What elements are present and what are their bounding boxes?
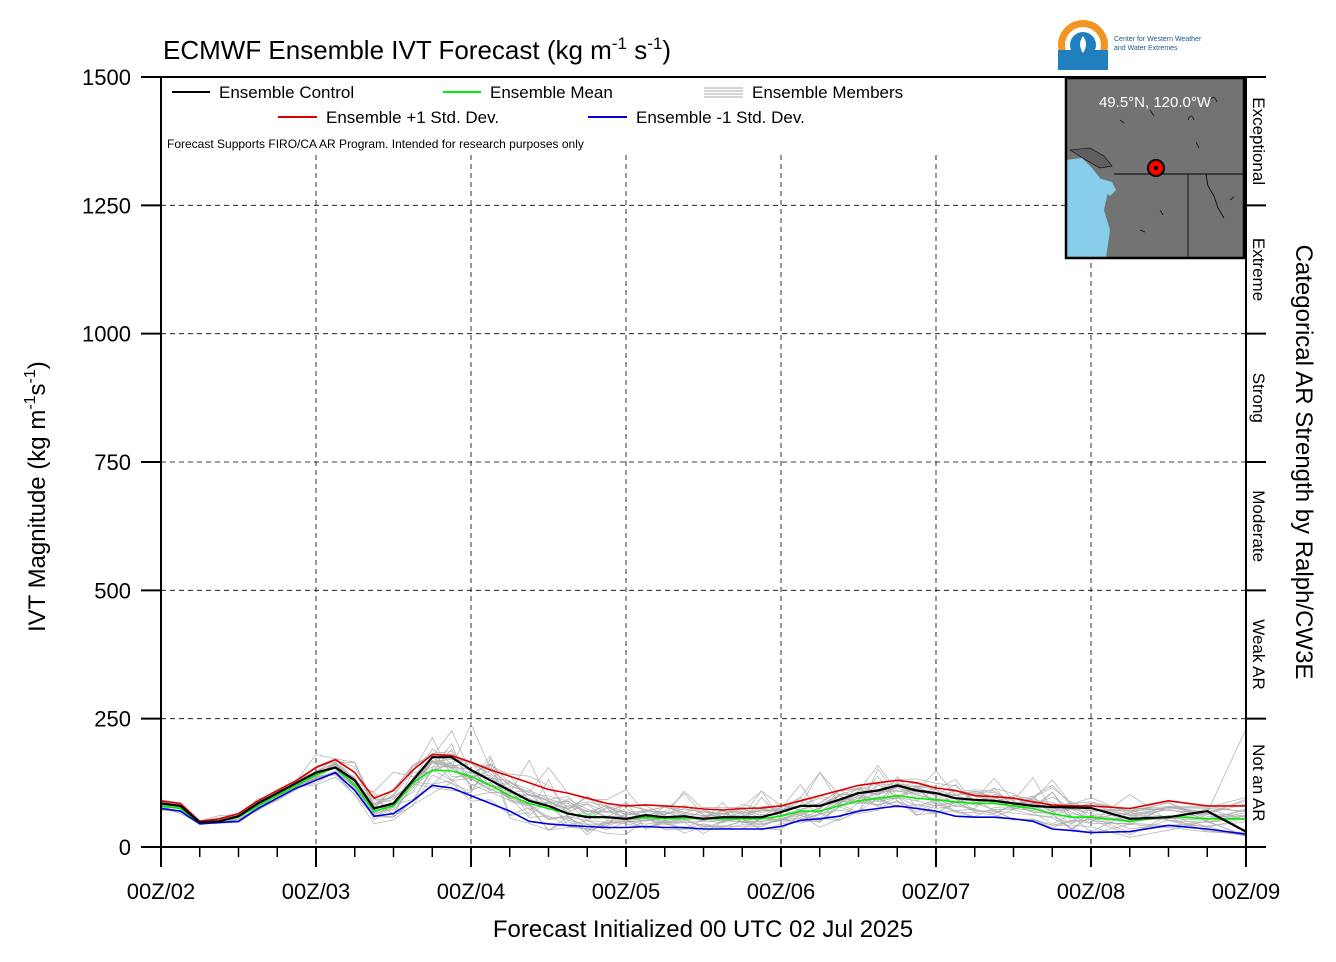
ar-category-axis: Not an AR Weak AR Moderate Strong Extreme Exc… bbox=[1246, 76, 1268, 848]
ensemble-member-line bbox=[160, 723, 1247, 822]
x-tick-label: 00Z/08 bbox=[1057, 879, 1126, 904]
legend: Ensemble Control Ensemble Mean Ensemble … bbox=[167, 83, 903, 151]
category-label: Moderate bbox=[1249, 490, 1268, 562]
legend-swatch-members bbox=[704, 87, 743, 98]
series-line-ensemble-1-std-dev bbox=[160, 771, 1247, 835]
series-lines bbox=[160, 753, 1247, 835]
grid-lines bbox=[161, 155, 1246, 847]
y-tick-label: 250 bbox=[94, 707, 131, 732]
y-tick-label: 750 bbox=[94, 450, 131, 475]
category-label: Strong bbox=[1249, 373, 1268, 423]
legend-label-minus-std: Ensemble -1 Std. Dev. bbox=[636, 108, 805, 127]
legend-label-mean: Ensemble Mean bbox=[490, 83, 613, 102]
x-tick-label: 00Z/04 bbox=[437, 879, 506, 904]
category-label: Weak AR bbox=[1249, 619, 1268, 690]
x-tick-label: 00Z/03 bbox=[282, 879, 351, 904]
y-tick-label: 1500 bbox=[82, 65, 131, 90]
cw3e-logo: Center for Western Weather and Water Ext… bbox=[1058, 20, 1202, 70]
logo-text-line1: Center for Western Weather bbox=[1114, 36, 1202, 43]
y-tick-label: 1250 bbox=[82, 193, 131, 218]
inset-location-label: 49.5°N, 120.0°W bbox=[1099, 94, 1212, 111]
inset-map: 49.5°N, 120.0°W bbox=[1064, 76, 1246, 260]
x-axis-label: Forecast Initialized 00 UTC 02 Jul 2025 bbox=[493, 916, 913, 943]
y-tick-label: 0 bbox=[119, 835, 131, 860]
logo-text-line2: and Water Extremes bbox=[1114, 45, 1178, 52]
x-tick-label: 00Z/06 bbox=[747, 879, 816, 904]
category-label: Exceptional bbox=[1249, 97, 1268, 185]
ensemble-members-lines bbox=[160, 723, 1247, 838]
y-tick-label: 500 bbox=[94, 578, 131, 603]
chart-title: ECMWF Ensemble IVT Forecast (kg m-1 s-1) bbox=[163, 34, 671, 65]
legend-label-members: Ensemble Members bbox=[752, 83, 903, 102]
legend-label-control: Ensemble Control bbox=[219, 83, 354, 102]
y-axis-ticks: 0 250 500 750 1000 1250 1500 bbox=[82, 65, 161, 860]
x-axis-ticks: 00Z/02 00Z/03 00Z/04 00Z/05 00Z/06 00Z/07 00Z/… bbox=[127, 847, 1281, 904]
y-axis-label: IVT Magnitude (kg m-1s-1) bbox=[22, 361, 51, 632]
x-tick-label: 00Z/05 bbox=[592, 879, 661, 904]
x-tick-label: 00Z/02 bbox=[127, 879, 196, 904]
ensemble-member-line bbox=[160, 748, 1247, 837]
inset-ocean bbox=[1066, 158, 1110, 258]
x-tick-label: 00Z/07 bbox=[902, 879, 971, 904]
y-tick-label: 1000 bbox=[82, 322, 131, 347]
x-tick-label: 00Z/09 bbox=[1212, 879, 1281, 904]
ensemble-member-line bbox=[160, 763, 1247, 838]
series-line-ensemble-1-std-dev bbox=[160, 753, 1246, 823]
logo-water-band bbox=[1058, 50, 1108, 70]
right-axis-label: Categorical AR Strength by Ralph/CW3E bbox=[1290, 245, 1317, 680]
ensemble-member-line bbox=[160, 760, 1247, 822]
category-label: Extreme bbox=[1249, 238, 1268, 301]
inset-frame bbox=[1064, 76, 1246, 260]
category-label: Not an AR bbox=[1249, 744, 1268, 822]
series-line-ensemble-control bbox=[160, 756, 1247, 833]
legend-label-plus-std: Ensemble +1 Std. Dev. bbox=[326, 108, 499, 127]
disclaimer-note: Forecast Supports FIRO/CA AR Program. In… bbox=[167, 137, 584, 151]
